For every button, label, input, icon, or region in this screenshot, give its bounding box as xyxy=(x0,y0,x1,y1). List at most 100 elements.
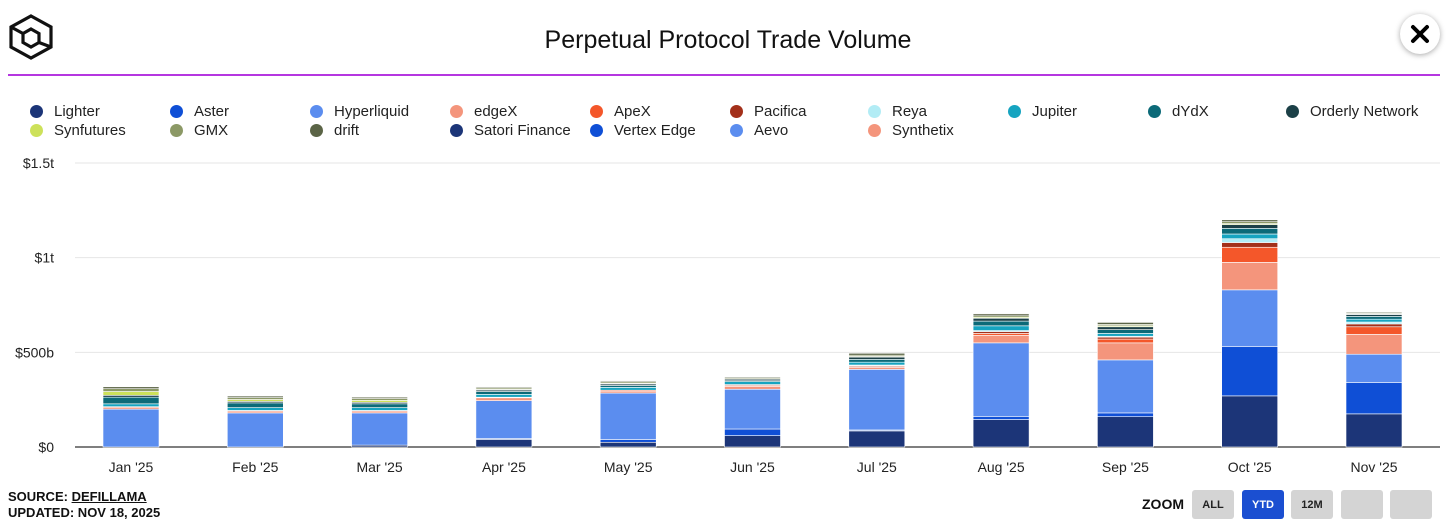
legend-swatch xyxy=(590,105,603,118)
x-tick-label: Jul '25 xyxy=(857,459,897,475)
x-tick-label: Feb '25 xyxy=(232,459,278,475)
bar-segment-dydx xyxy=(1345,316,1403,320)
bar-segment-edgex xyxy=(1345,334,1403,355)
bar-segment-hyperliquid xyxy=(227,412,284,448)
legend-item-aevo[interactable]: Aevo xyxy=(730,122,788,139)
y-tick-label: $1t xyxy=(35,250,55,266)
bar-segment-lighter xyxy=(972,419,1030,448)
bar-segment-dydx xyxy=(1221,228,1278,235)
legend-swatch xyxy=(170,124,183,137)
legend-item-edgex[interactable]: edgeX xyxy=(450,103,517,120)
legend-swatch xyxy=(590,124,603,137)
bar-segment-lighter xyxy=(1345,413,1403,448)
legend-item-satori-finance[interactable]: Satori Finance xyxy=(450,122,571,139)
bar-segment-hyperliquid xyxy=(724,388,781,430)
legend-swatch xyxy=(1008,105,1021,118)
legend-item-jupiter[interactable]: Jupiter xyxy=(1008,103,1077,120)
bar-segment-drift xyxy=(599,380,657,383)
bar-segment-aster xyxy=(1097,412,1154,418)
bar-segment-drift xyxy=(1221,219,1278,222)
legend-item-pacifica[interactable]: Pacifica xyxy=(730,103,807,120)
legend-item-aster[interactable]: Aster xyxy=(170,103,229,120)
source-info: SOURCE: DEFILLAMA UPDATED: NOV 18, 2025 xyxy=(8,489,160,521)
zoom-label: ZOOM xyxy=(1142,496,1184,512)
zoom-ytd-button[interactable]: YTD xyxy=(1242,490,1284,519)
bar-segment-hyperliquid xyxy=(848,369,906,431)
page-title: Perpetual Protocol Trade Volume xyxy=(544,26,912,54)
bar-segment-drift xyxy=(972,313,1030,317)
zoom-extra-button-2[interactable] xyxy=(1390,490,1432,519)
bar-segment-jupiter xyxy=(1221,233,1278,240)
bar-segment-lighter xyxy=(1221,395,1278,448)
bar-segment-drift xyxy=(227,395,284,398)
legend-item-vertex-edge[interactable]: Vertex Edge xyxy=(590,122,696,139)
legend-item-synthetix[interactable]: Synthetix xyxy=(868,122,954,139)
bar-segment-edgex xyxy=(1221,262,1278,291)
legend-label: Reya xyxy=(892,103,928,120)
bar-segment-synfutures xyxy=(102,391,160,396)
bar-segment-jupiter xyxy=(1097,333,1154,337)
bar-segment-drift xyxy=(1097,322,1154,325)
source-link[interactable]: DEFILLAMA xyxy=(71,489,147,504)
bar-segment-apex xyxy=(1097,338,1154,344)
source-prefix: SOURCE: xyxy=(8,489,72,504)
zoom-extra-button-1[interactable] xyxy=(1341,490,1383,519)
logo-cube-icon xyxy=(9,14,53,60)
x-tick-label: Aug '25 xyxy=(978,459,1025,475)
close-icon xyxy=(1411,25,1429,43)
legend-item-hyperliquid[interactable]: Hyperliquid xyxy=(310,103,409,120)
legend-item-apex[interactable]: ApeX xyxy=(590,103,651,120)
legend-swatch xyxy=(868,124,881,137)
bar-segment-apex xyxy=(1345,326,1403,335)
y-tick-label: $500b xyxy=(15,344,54,360)
bar-segment-hyperliquid xyxy=(599,392,657,440)
legend-swatch xyxy=(310,105,323,118)
bar-segment-hyperliquid xyxy=(1221,289,1278,347)
header-divider xyxy=(8,74,1440,76)
legend-item-synfutures[interactable]: Synfutures xyxy=(30,122,126,139)
bar-segment-pacifica xyxy=(1221,242,1278,248)
legend-swatch xyxy=(730,105,743,118)
zoom-12m-button[interactable]: 12M xyxy=(1291,490,1333,519)
bar-segment-jupiter xyxy=(102,403,160,407)
x-tick-label: Mar '25 xyxy=(356,459,402,475)
bar-segment-lighter xyxy=(475,439,533,448)
legend-swatch xyxy=(450,124,463,137)
bar-segment-orderly-network xyxy=(1097,326,1154,330)
legend-item-reya[interactable]: Reya xyxy=(868,103,927,120)
x-tick-label: Jun '25 xyxy=(730,459,775,475)
bar-segment-dydx xyxy=(1097,329,1154,334)
legend-label: GMX xyxy=(194,122,229,139)
legend-item-drift[interactable]: drift xyxy=(310,122,359,139)
bar-segment-edgex xyxy=(1097,342,1154,361)
x-tick-label: Sep '25 xyxy=(1102,459,1149,475)
bar-segment-hyperliquid xyxy=(1345,353,1403,383)
legend-swatch xyxy=(1286,105,1299,118)
bar-segment-hyperliquid xyxy=(351,412,408,446)
legend-label: Orderly Network xyxy=(1310,103,1419,120)
x-tick-label: Oct '25 xyxy=(1228,459,1272,475)
bar-segment-hyperliquid xyxy=(475,400,533,439)
legend-swatch xyxy=(30,124,43,137)
bar-segment-drift xyxy=(351,396,408,399)
legend-label: Hyperliquid xyxy=(334,103,410,120)
zoom-all-button[interactable]: ALL xyxy=(1192,490,1234,519)
bar-segment-dydx xyxy=(972,320,1030,327)
legend-label: Aster xyxy=(194,103,230,120)
legend-label: ApeX xyxy=(614,103,651,120)
bar-segment-orderly-network xyxy=(1221,224,1278,229)
legend-swatch xyxy=(450,105,463,118)
bar-segment-jupiter xyxy=(848,361,906,366)
legend-item-gmx[interactable]: GMX xyxy=(170,122,228,139)
bar-segment-drift xyxy=(724,376,781,379)
legend-label: Aevo xyxy=(754,122,789,139)
legend-label: Satori Finance xyxy=(474,122,571,139)
legend-label: Synfutures xyxy=(54,122,126,139)
legend-item-orderly-network[interactable]: Orderly Network xyxy=(1286,103,1418,120)
legend-item-dydx[interactable]: dYdX xyxy=(1148,103,1209,120)
bar-segment-jupiter xyxy=(475,394,533,398)
bar-segment-jupiter xyxy=(599,387,657,391)
legend-swatch xyxy=(730,124,743,137)
close-button[interactable] xyxy=(1400,14,1440,54)
legend-item-lighter[interactable]: Lighter xyxy=(30,103,100,120)
